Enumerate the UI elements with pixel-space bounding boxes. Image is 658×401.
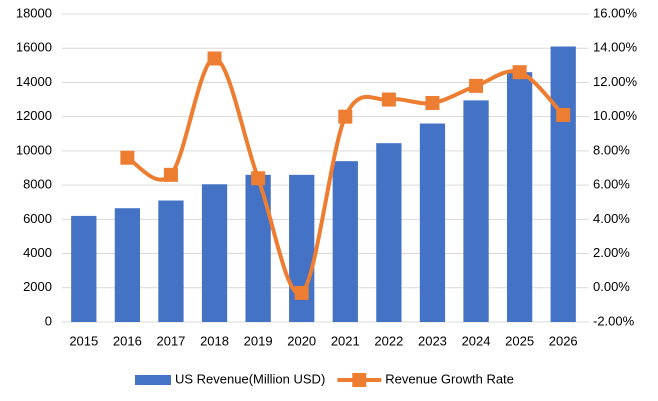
y-tick-label: 0 [45,313,52,328]
x-tick-label: 2020 [287,333,316,348]
bar [376,143,402,322]
marker [207,51,222,66]
y2-tick-label: 6.00% [593,177,630,192]
y-tick-label: 2000 [23,279,52,294]
marker [556,107,571,122]
y2-tick-label: 16.00% [593,5,638,20]
x-tick-label: 2026 [549,333,578,348]
x-tick-label: 2023 [418,333,447,348]
x-tick-label: 2016 [113,333,142,348]
bar [158,200,184,322]
y2-tick-label: -2.00% [593,313,635,328]
bar [114,208,141,322]
y-tick-label: 6000 [23,211,52,226]
x-tick-label: 2022 [374,333,403,348]
y2-tick-label: 0.00% [593,279,630,294]
y2-tick-label: 2.00% [593,245,630,260]
bar [463,100,489,323]
y2-tick-label: 4.00% [593,211,630,226]
marker [120,150,135,165]
bar [289,174,315,322]
bar [550,46,576,323]
x-tick-label: 2021 [331,333,360,348]
bar [201,184,228,322]
x-tick-label: 2019 [244,333,273,348]
marker [381,92,396,107]
y-tick-label: 16000 [16,40,52,55]
bar [245,174,271,322]
y2-tick-label: 14.00% [593,40,638,55]
bar [506,72,533,322]
y2-tick-label: 12.00% [593,74,638,89]
y2-tick-label: 10.00% [593,108,638,123]
x-tick-label: 2018 [200,333,229,348]
marker [512,65,527,80]
legend-label: US Revenue(Million USD) [175,371,325,386]
marker [425,95,440,110]
marker [294,285,309,300]
marker [251,171,266,186]
x-tick-label: 2024 [462,333,491,348]
y-tick-label: 8000 [23,177,52,192]
marker [469,78,484,93]
bar [332,161,358,322]
y-tick-label: 14000 [16,74,52,89]
x-tick-label: 2015 [69,333,98,348]
y-tick-label: 12000 [16,108,52,123]
marker [338,109,353,124]
y-tick-label: 18000 [16,5,52,20]
legend-swatch [135,375,171,385]
y2-tick-label: 8.00% [593,142,630,157]
marker [163,167,178,182]
x-tick-label: 2025 [505,333,534,348]
x-tick-label: 2017 [156,333,185,348]
legend-label: Revenue Growth Rate [385,371,514,386]
bar [419,123,446,322]
legend-swatch [352,373,367,387]
y-tick-label: 4000 [23,245,52,260]
y-tick-label: 10000 [16,142,52,157]
bar [71,215,97,322]
